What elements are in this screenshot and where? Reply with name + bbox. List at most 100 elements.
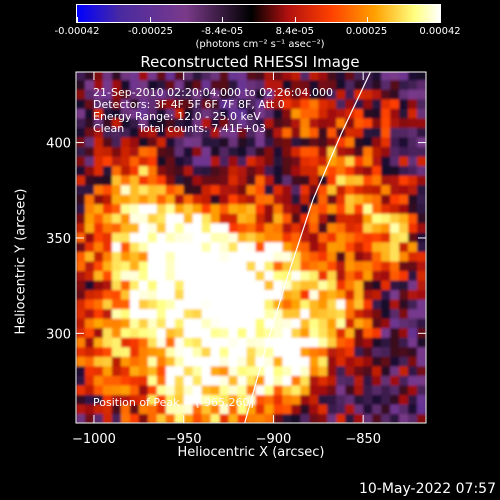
heatmap-cell: [156, 403, 167, 415]
heatmap-cell: [354, 108, 364, 119]
heatmap-cell: [138, 337, 149, 348]
heatmap-cell: [264, 146, 275, 157]
heatmap-cell: [300, 155, 310, 167]
heatmap-cell: [111, 241, 122, 252]
heatmap-cell: [390, 394, 400, 405]
heatmap-cell: [273, 127, 284, 138]
heatmap-cell: [237, 79, 248, 90]
heatmap-cell: [93, 203, 104, 214]
heatmap-cell: [273, 146, 284, 157]
heatmap-cell: [327, 260, 337, 271]
heatmap-cell: [417, 222, 426, 233]
heatmap-cell: [408, 318, 418, 329]
heatmap-cell: [363, 279, 373, 291]
heatmap-cell: [138, 299, 149, 310]
heatmap-cell: [417, 108, 426, 119]
heatmap-cell: [363, 356, 373, 367]
heatmap-cell: [102, 108, 113, 119]
heatmap-cell: [345, 337, 355, 348]
heatmap-cell: [417, 79, 426, 90]
heatmap-cell: [120, 241, 131, 252]
heatmap-cell: [381, 308, 391, 319]
heatmap-cell: [264, 413, 275, 423]
heatmap-cell: [327, 270, 337, 281]
heatmap-cell: [165, 98, 176, 109]
heatmap-cell: [399, 136, 409, 147]
heatmap-cell: [255, 337, 266, 348]
heatmap-cell: [363, 403, 373, 415]
heatmap-cell: [282, 279, 292, 291]
x-tick-label: −1000: [72, 432, 116, 447]
heatmap-cell: [363, 384, 373, 395]
heatmap-cell: [219, 232, 230, 243]
heatmap-cell: [246, 365, 257, 376]
heatmap-cell: [219, 308, 230, 319]
heatmap-cell: [156, 72, 167, 81]
heatmap-cell: [354, 203, 364, 214]
heatmap-cell: [417, 213, 426, 224]
heatmap-cell: [246, 337, 257, 348]
heatmap-cell: [165, 117, 176, 128]
heatmap-cell: [147, 365, 158, 376]
heatmap-cell: [147, 327, 158, 338]
heatmap-cell: [390, 117, 400, 128]
heatmap-cell: [345, 356, 355, 367]
info-detectors: Detectors: 3F 4F 5F 6F 7F 8F, Att 0: [93, 98, 285, 111]
heatmap-cell: [84, 241, 95, 252]
heatmap-cell: [228, 108, 239, 119]
heatmap-cell: [390, 241, 400, 252]
heatmap-cell: [300, 318, 310, 329]
heatmap-cell: [336, 337, 346, 348]
heatmap-cell: [174, 232, 185, 243]
heatmap-cell: [273, 337, 284, 348]
heatmap-cell: [93, 375, 104, 386]
heatmap-cell: [300, 194, 310, 205]
heatmap-cell: [372, 79, 382, 90]
heatmap-cell: [390, 270, 400, 281]
heatmap-cell: [363, 270, 373, 281]
heatmap-cell: [354, 356, 364, 367]
heatmap-cell: [291, 203, 301, 214]
heatmap-cell: [363, 318, 373, 329]
heatmap-cell: [291, 155, 301, 167]
heatmap-cell: [417, 232, 426, 243]
heatmap-cell: [93, 175, 104, 186]
heatmap-cell: [192, 241, 203, 252]
heatmap-cell: [156, 270, 167, 281]
heatmap-cell: [354, 155, 364, 167]
heatmap-cell: [327, 117, 337, 128]
heatmap-cell: [336, 98, 346, 109]
heatmap-cell: [255, 289, 266, 300]
heatmap-cell: [255, 279, 266, 291]
heatmap-cell: [318, 413, 328, 423]
heatmap-cell: [183, 299, 194, 310]
heatmap-cell: [156, 184, 167, 195]
heatmap-cell: [156, 251, 167, 262]
heatmap-cell: [345, 232, 355, 243]
heatmap-cell: [111, 194, 122, 205]
heatmap-cell: [210, 251, 221, 262]
heatmap-cell: [76, 346, 86, 357]
heatmap-cell: [183, 337, 194, 348]
heatmap-cell: [354, 308, 364, 319]
heatmap-cell: [327, 241, 337, 252]
heatmap-cell: [246, 299, 257, 310]
heatmap-cell: [138, 308, 149, 319]
heatmap-cell: [156, 165, 167, 176]
heatmap-cell: [327, 318, 337, 329]
heatmap-cell: [120, 279, 131, 291]
heatmap-cell: [129, 365, 140, 376]
heatmap-cell: [192, 117, 203, 128]
heatmap-cell: [336, 222, 346, 233]
heatmap-cell: [84, 98, 95, 109]
heatmap-cell: [156, 232, 167, 243]
heatmap-cell: [129, 155, 140, 167]
heatmap-cell: [408, 413, 418, 423]
heatmap-cell: [138, 394, 149, 405]
heatmap-cell: [399, 299, 409, 310]
heatmap-cell: [156, 79, 167, 90]
heatmap-cell: [354, 232, 364, 243]
heatmap-cell: [381, 108, 391, 119]
heatmap-cell: [76, 194, 86, 205]
heatmap-cell: [192, 394, 203, 405]
